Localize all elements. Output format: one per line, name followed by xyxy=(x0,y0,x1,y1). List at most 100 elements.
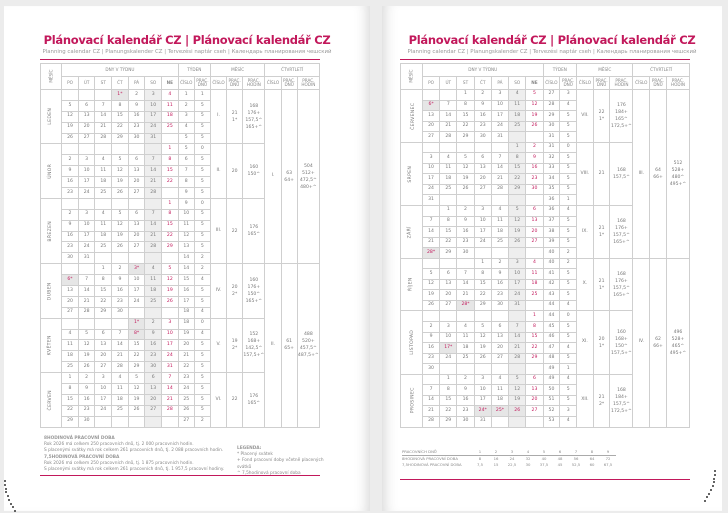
day-cell: 27 xyxy=(94,361,113,374)
month-number: I. xyxy=(209,88,228,145)
quarter-number-header: ČÍSLO xyxy=(632,76,651,90)
empty-day-cell xyxy=(421,310,441,323)
cell-line: 168+ xyxy=(247,339,261,345)
week-row: ČERVENEC 1 2 3 4 5 27 3 VII. 22 1* 176 184+ 165^ 172,5… xyxy=(400,89,691,259)
day-cell: 24 xyxy=(77,241,96,254)
cell-line: 21 xyxy=(598,278,605,284)
day-cell: 27 xyxy=(490,352,510,365)
day-cell: 16 xyxy=(456,226,475,238)
day-cell: 1 xyxy=(525,310,544,323)
day-cell: 4 xyxy=(508,89,527,101)
week-row: 19 20 21 22 23 24 25 43 5 xyxy=(401,289,690,301)
day-cell: 2 xyxy=(61,154,79,167)
cell-line: 176+ xyxy=(247,110,261,116)
week-row: 13 14 15 16 17 18 19 16 5 xyxy=(41,285,320,297)
month-number: III. xyxy=(209,197,228,265)
day-cell: 6 xyxy=(473,152,492,164)
week-workdays: 5 xyxy=(193,132,211,145)
day-cell: 13 xyxy=(473,162,492,175)
day-cell: 11 xyxy=(490,215,510,228)
summary-value: 4 xyxy=(520,449,536,456)
day-cell: 11 xyxy=(144,274,163,287)
cell-line: 528+ xyxy=(671,336,685,342)
summary-value: 6 xyxy=(552,449,568,456)
day-cell: 11 xyxy=(508,99,527,112)
day-cell: 11 xyxy=(439,162,458,175)
empty-day-cell xyxy=(144,415,163,428)
day-cell: 26 xyxy=(421,299,441,312)
empty-day-cell xyxy=(127,197,146,210)
day-cell: 9 xyxy=(61,219,79,232)
week-workdays: 1 xyxy=(193,89,211,101)
notes-8h-line: Rok 2026 má celkem 250 pracovních dnů, t… xyxy=(44,442,194,448)
week-row: 30 49 1 xyxy=(401,363,690,375)
week-workdays: 5 xyxy=(193,339,211,352)
day-cell: 21 xyxy=(111,350,129,363)
quarter-hours: 488 520+ 457,5^ 487,5+^ xyxy=(296,263,321,428)
quarter-hours: 504 512+ 472,5^ 480+^ xyxy=(296,88,321,265)
week-row: ZÁŘÍ 1 2 3 4 5 6 36 4 IX. 21 1* 168 176+ 157,5^ 165+^ xyxy=(400,205,690,259)
week-number: 36 xyxy=(542,205,561,217)
day-cell: 17 xyxy=(473,226,492,238)
month-number: VI. xyxy=(209,372,228,428)
day-cell: 12 xyxy=(421,278,441,291)
week-row: 24 25 26 27 28 29 30 35 5 xyxy=(401,183,690,196)
empty-day-cell xyxy=(61,263,79,276)
month-workdays: 22 xyxy=(226,197,244,265)
day-cell: 30 xyxy=(525,183,544,196)
weekday-header: SO xyxy=(144,76,163,90)
empty-day-cell xyxy=(508,131,527,143)
empty-day-cell xyxy=(490,247,510,259)
week-workdays-header: PRAC. DNŮ xyxy=(559,76,578,90)
day-cell: 13 xyxy=(525,384,544,396)
empty-day-cell xyxy=(161,187,179,199)
month-workdays: 20 2* xyxy=(226,263,244,319)
day-cell: 14 xyxy=(421,394,441,407)
day-cell: 21 xyxy=(77,295,96,308)
week-workdays: 5 xyxy=(193,372,211,385)
empty-day-cell xyxy=(439,89,458,101)
day-cell: 4 xyxy=(161,89,179,101)
summary-value: 32 xyxy=(525,455,531,461)
week-number: 3 xyxy=(177,110,195,123)
legend-item: ^ 7,5hodinová pracovní doba xyxy=(237,470,301,476)
month-name: LISTOPAD xyxy=(400,310,423,375)
cell-line: 66+ xyxy=(653,343,663,349)
day-cell: 12 xyxy=(127,383,146,395)
day-cell: 21 xyxy=(161,393,179,406)
weekday-header: ST xyxy=(94,76,113,90)
day-cell: 26 xyxy=(111,187,129,199)
week-header: TÝDEN xyxy=(542,63,578,77)
month-name-label: PROSINEC xyxy=(410,387,416,414)
week-number: 48 xyxy=(542,352,561,365)
summary-value: 16 xyxy=(493,455,499,461)
week-workdays: 4 xyxy=(559,373,578,386)
weekday-header: ST xyxy=(456,76,475,90)
day-cell: 14 xyxy=(439,110,458,122)
quarter-hours: 512 528+ 480^ 495+^ xyxy=(665,89,691,259)
day-cell: 30 xyxy=(127,132,146,145)
empty-day-cell xyxy=(525,299,544,312)
day-cell: 2 xyxy=(456,373,475,386)
day-cell: 29 xyxy=(127,361,146,374)
week-number: 1 xyxy=(177,89,195,101)
week-number: 28 xyxy=(542,99,561,112)
weekday-header: ÚT xyxy=(77,76,96,90)
cell-line: 480^ xyxy=(671,174,685,180)
day-cell: 21 xyxy=(144,230,163,243)
day-cell: 12 xyxy=(77,339,96,352)
day-cell: 23 xyxy=(490,289,510,301)
empty-day-cell xyxy=(111,143,129,156)
month-workdays-header: PRAC. DNŮ xyxy=(226,76,244,90)
month-hours: 168 176+ 157,5^ 165+^ xyxy=(609,257,634,312)
quarter-workdays-header: PRAC. DNŮ xyxy=(649,76,667,90)
day-cell: 26 xyxy=(508,405,527,417)
days-in-week-header: DNY V TÝDNU xyxy=(421,63,544,77)
day-cell: 8 xyxy=(61,383,79,395)
day-cell: 10 xyxy=(473,384,492,396)
quarter-workdays: 62 66+ xyxy=(649,257,667,428)
day-cell: 18 xyxy=(490,394,510,407)
day-cell: 28* xyxy=(421,247,441,259)
month-name-label: DUBEN xyxy=(47,282,53,300)
day-cell: 6 xyxy=(525,205,544,217)
